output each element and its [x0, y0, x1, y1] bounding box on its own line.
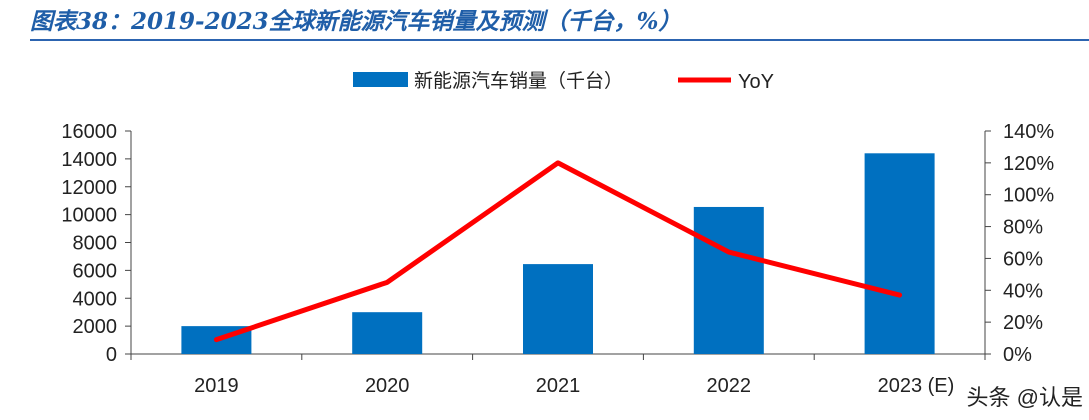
y-left-tick-label: 4000 — [73, 288, 118, 310]
x-tick-label: 2022 — [707, 375, 752, 397]
y-left-tick-label: 2000 — [73, 316, 118, 338]
y-right-tick-label: 0% — [1003, 344, 1032, 366]
y-left-tick-label: 0 — [106, 344, 117, 366]
title-divider — [30, 39, 1089, 41]
yoy-point — [728, 251, 730, 253]
y-left-tick-label: 12000 — [61, 177, 117, 199]
bar-2023E — [864, 153, 935, 354]
y-right-tick-label: 120% — [1003, 153, 1054, 175]
legend-bar-swatch — [353, 72, 408, 87]
yoy-point — [215, 339, 217, 341]
x-tick-label: 2023 (E) — [878, 375, 955, 397]
axes: 0 2000 4000 6000 8000 10000 12000 14000 16000 0% 2… — [61, 121, 1054, 397]
yoy-point — [386, 281, 388, 283]
yoy-point — [557, 162, 559, 164]
bar-2020 — [352, 312, 423, 354]
yoy-point — [899, 294, 901, 296]
yoy-line-series — [213, 160, 903, 343]
y-left-tick-label: 8000 — [73, 233, 118, 255]
bar-series — [181, 153, 935, 354]
y-right-tick-label: 20% — [1003, 312, 1043, 334]
x-tick-label: 2020 — [365, 375, 410, 397]
y-right-tick-label: 100% — [1003, 185, 1054, 207]
bar-2022 — [693, 206, 764, 354]
y-left-tick-label: 6000 — [73, 260, 118, 282]
y-right-tick-label: 80% — [1003, 217, 1043, 239]
y-left-tick-label: 14000 — [61, 149, 117, 171]
legend-line-label: YoY — [738, 71, 774, 93]
x-tick-label: 2021 — [536, 375, 581, 397]
watermark: 头条 @认是 — [966, 385, 1083, 410]
y-left-tick-label: 16000 — [61, 121, 117, 143]
y-right-tick-label: 40% — [1003, 280, 1043, 302]
y-right-tick-label: 140% — [1003, 121, 1054, 143]
legend-bar-label: 新能源汽车销量（千台） — [414, 70, 623, 92]
y-right-tick-label: 60% — [1003, 248, 1043, 270]
x-tick-label: 2019 — [194, 375, 239, 397]
chart-title: 图表38：2019-2023全球新能源汽车销量及预测（千台，%） — [30, 8, 682, 35]
bar-2021 — [523, 264, 593, 354]
legend: 新能源汽车销量（千台） YoY — [353, 70, 774, 93]
y-left-tick-label: 10000 — [61, 205, 117, 227]
